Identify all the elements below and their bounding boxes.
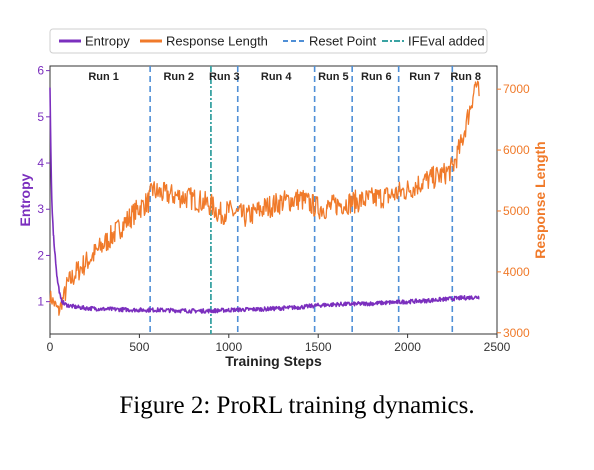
entropy-line (49, 87, 480, 314)
y-right-tick-label-3: 6000 (503, 143, 530, 157)
legend-box (49, 28, 488, 54)
legend-label-ifeval-added: IFEval added (408, 34, 485, 49)
y-left-tick-label-2: 3 (37, 202, 44, 216)
reset-lines (149, 66, 454, 334)
legend: Entropy Response Length Reset Point IFEv… (49, 28, 488, 54)
y-left-tick-label-1: 2 (37, 248, 44, 262)
x-tick-label-3: 1500 (305, 340, 332, 354)
y-left-tick-label-4: 5 (37, 110, 44, 124)
run-label-5: Run 5 (318, 71, 349, 83)
x-tick-label-4: 2000 (394, 340, 421, 354)
axes: 0 500 1000 1500 2000 2500 1 2 3 4 5 6 3000 4000 5000 60… (37, 64, 530, 354)
y-right-tick-label-1: 4000 (503, 265, 530, 279)
run-label-2: Run 2 (163, 71, 194, 83)
x-tick-label-1: 500 (129, 340, 149, 354)
y-axis-title-right: Response Length (532, 141, 548, 258)
x-tick-label-5: 2500 (484, 340, 511, 354)
y-left-tick-label-3: 4 (37, 156, 44, 170)
run-label-8: Run 8 (450, 71, 481, 83)
plot-frame (49, 65, 498, 335)
y-axis-title-left: Entropy (17, 173, 33, 226)
legend-label-entropy: Entropy (85, 34, 130, 49)
legend-label-reset-point: Reset Point (309, 34, 377, 49)
y-left-tick-label-5: 6 (37, 64, 44, 78)
run-label-4: Run 4 (261, 71, 292, 83)
series (49, 80, 480, 316)
run-label-3: Run 3 (209, 71, 240, 83)
run-labels: Run 1 Run 2 Run 3 Run 4 Run 5 Run 6 Run 7 Run 8 (88, 71, 481, 83)
run-label-1: Run 1 (88, 71, 119, 83)
y-left-tick-label-0: 1 (37, 295, 44, 309)
legend-label-response-length: Response Length (166, 34, 268, 49)
x-tick-label-2: 1000 (215, 340, 242, 354)
y-right-tick-label-0: 3000 (503, 326, 530, 340)
figure-caption: Figure 2: ProRL training dynamics. (119, 392, 475, 419)
x-tick-label-0: 0 (47, 340, 54, 354)
response-length-line (49, 80, 480, 316)
run-label-6: Run 6 (361, 71, 392, 83)
run-label-7: Run 7 (409, 71, 440, 83)
y-right-tick-label-2: 5000 (503, 204, 530, 218)
y-right-tick-label-4: 7000 (503, 82, 530, 96)
x-axis-title: Training Steps (225, 353, 322, 369)
